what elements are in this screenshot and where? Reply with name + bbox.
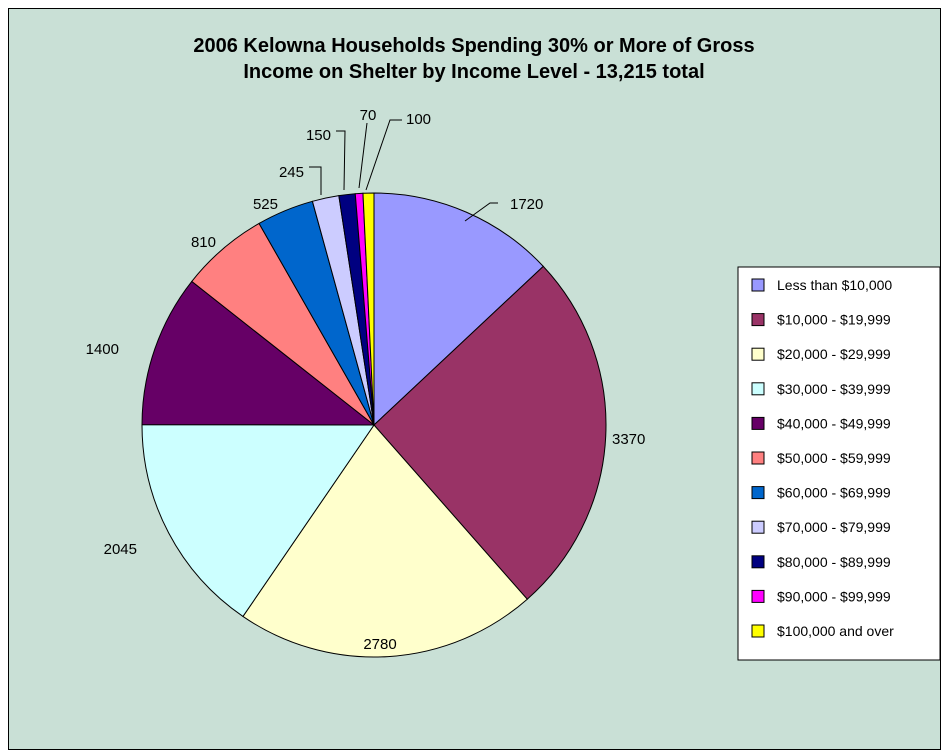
leader-line xyxy=(309,166,322,195)
pie-slice xyxy=(373,265,607,600)
pie-slice xyxy=(141,280,376,426)
data-label: 150 xyxy=(306,127,331,144)
legend-box xyxy=(737,266,941,661)
legend-label: $30,000 - $39,999 xyxy=(777,381,891,397)
data-label: 2045 xyxy=(104,541,137,558)
legend-swatch xyxy=(751,589,765,603)
leader-lines xyxy=(309,119,498,222)
leader-line xyxy=(464,202,498,222)
legend-label: $90,000 - $99,999 xyxy=(777,588,891,604)
legend-swatch xyxy=(751,555,765,569)
data-label: 2780 xyxy=(363,636,396,653)
leader-line xyxy=(336,130,346,191)
legend-label: $10,000 - $19,999 xyxy=(777,312,891,328)
legend-label: $80,000 - $89,999 xyxy=(777,554,891,570)
legend-items: Less than $10,000 $10,000 - $19,999 $20,00… xyxy=(751,277,894,639)
legend-swatch xyxy=(751,416,765,430)
data-label: 100 xyxy=(406,111,431,128)
data-label: 810 xyxy=(191,234,216,251)
legend-swatch xyxy=(751,624,765,638)
legend: Less than $10,000 $10,000 - $19,999 $20,00… xyxy=(737,266,941,661)
data-label: 525 xyxy=(253,196,278,213)
pie-slice xyxy=(362,192,375,426)
data-label: 245 xyxy=(279,164,304,181)
data-label: 1720 xyxy=(510,196,543,213)
chart-title-line-1: 2006 Kelowna Households Spending 30% or … xyxy=(193,35,754,57)
pie-slices xyxy=(141,192,607,658)
data-label: 3370 xyxy=(612,431,645,448)
legend-swatch xyxy=(751,347,765,361)
legend-swatch xyxy=(751,520,765,534)
data-label: 70 xyxy=(360,107,377,124)
leader-line xyxy=(358,122,368,189)
legend-label: Less than $10,000 xyxy=(777,277,892,293)
pie-slice xyxy=(141,424,375,618)
legend-label: $70,000 - $79,999 xyxy=(777,519,891,535)
leader-line xyxy=(365,119,402,191)
legend-swatch xyxy=(751,313,765,327)
pie-slice xyxy=(242,424,528,658)
legend-label: $40,000 - $49,999 xyxy=(777,415,891,431)
legend-swatch xyxy=(751,451,765,465)
data-label: 1400 xyxy=(86,341,119,358)
legend-label: $60,000 - $69,999 xyxy=(777,485,891,501)
legend-swatch xyxy=(751,382,765,396)
legend-swatch xyxy=(751,486,765,500)
legend-label: $50,000 - $59,999 xyxy=(777,450,891,466)
legend-swatch xyxy=(751,278,765,292)
pie-slice xyxy=(373,192,544,427)
legend-label: $100,000 and over xyxy=(777,623,894,639)
chart-title-line-2: Income on Shelter by Income Level - 13,2… xyxy=(243,61,704,83)
legend-label: $20,000 - $29,999 xyxy=(777,346,891,362)
